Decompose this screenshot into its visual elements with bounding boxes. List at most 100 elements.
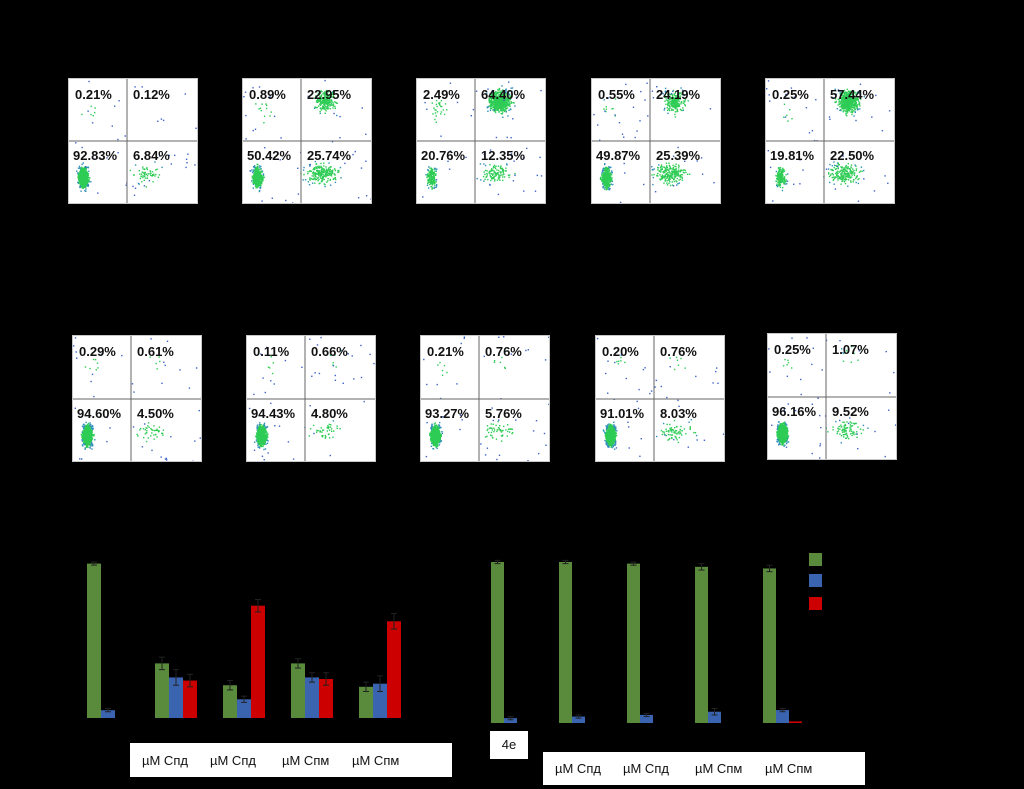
event-dot [331,96,333,98]
event-dot [251,169,253,171]
event-dot [83,177,85,180]
event-dot [258,165,261,167]
event-dot [320,165,322,168]
quadrant-ul-value: 0.25% [772,87,809,102]
event-dot [323,97,326,100]
event-dot [781,169,784,171]
quadrant-ur-value: 64.40% [481,87,526,102]
event-dot [672,90,674,93]
event-dot [674,108,677,110]
event-dot [679,96,681,99]
event-dot [608,177,610,179]
event-dot [87,183,89,186]
event-dot [887,182,889,184]
event-dot [836,108,838,110]
event-dot [315,179,317,181]
event-dot [498,110,500,112]
event-dot [669,105,671,108]
event-dot [844,101,846,104]
event-dot [606,166,608,169]
event-dot [325,172,327,174]
event-dot [676,110,679,112]
event-dot [686,173,689,175]
event-dot [778,169,781,171]
event-dot [321,99,324,102]
event-dot [269,94,271,97]
event-dot [609,180,611,182]
event-dot [324,93,326,95]
event-dot [82,182,84,185]
event-dot [504,103,506,106]
event-dot [81,182,83,185]
event-dot [489,164,491,166]
event-dot [489,149,492,151]
event-dot [321,177,323,180]
event-dot [85,190,87,192]
event-dot [779,186,782,188]
event-dot [672,177,674,179]
event-dot [509,90,511,92]
event-dot [90,425,92,428]
event-dot [502,107,504,110]
event-dot [258,183,260,185]
event-dot [680,101,683,103]
event-dot [668,93,670,95]
event-dot [318,182,320,185]
event-dot [83,180,85,182]
event-dot [327,95,329,97]
event-dot [85,173,87,176]
event-dot [508,101,510,104]
event-dot [150,172,152,174]
event-dot [79,186,81,189]
event-dot [860,166,863,168]
event-dot [78,177,81,180]
event-dot [667,100,669,102]
event-dot [498,106,500,108]
event-dot [323,170,326,172]
event-dot [506,104,509,106]
event-dot [244,91,247,93]
event-dot [82,172,84,174]
event-dot [605,179,607,181]
event-dot [91,122,94,124]
event-dot [840,178,842,180]
event-dot [851,170,853,172]
event-dot [94,111,96,114]
event-dot [315,95,317,97]
event-dot [315,173,318,175]
event-dot [258,171,261,174]
event-dot [325,101,328,103]
event-dot [839,96,842,99]
event-dot [329,108,331,110]
event-dot [811,130,814,132]
event-dot [604,163,606,166]
event-dot [667,112,669,115]
event-dot [493,94,495,96]
event-dot [601,172,603,174]
event-dot [185,166,187,169]
event-dot [319,112,321,115]
event-dot [494,104,496,107]
event-dot [608,166,610,168]
event-dot [309,163,312,166]
event-dot [325,107,328,110]
event-dot [599,139,601,141]
event-dot [428,166,430,168]
event-dot [435,109,437,111]
event-dot [490,104,492,107]
quadrant-ur-value: 24.19% [656,87,701,102]
quadrant-ll-value: 19.81% [770,148,815,163]
event-dot [848,107,850,109]
event-dot [604,163,606,165]
event-dot [329,179,331,181]
scatter-plot [73,336,201,461]
event-dot [606,185,608,187]
quadrant-lr-value: 6.84% [133,148,170,163]
event-dot [857,91,859,93]
event-dot [676,103,678,106]
event-dot [777,176,779,178]
event-dot [331,173,333,175]
event-dot [840,177,842,179]
event-dot [257,179,259,182]
event-dot [845,98,847,100]
